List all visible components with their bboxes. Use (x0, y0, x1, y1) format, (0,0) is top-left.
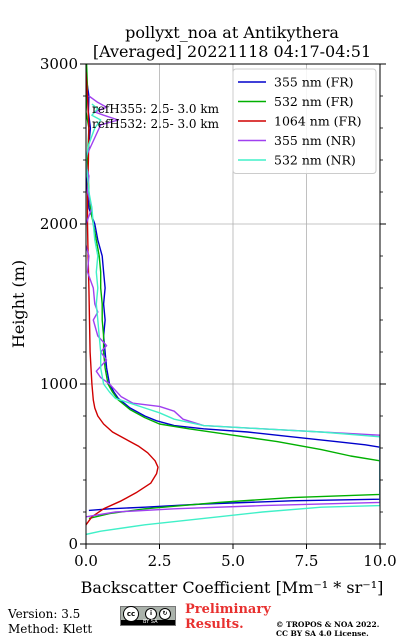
x-tick-label: 2.5 (148, 552, 172, 570)
x-tick-label: 10.0 (363, 552, 396, 570)
copyright-line1: © TROPOS & NOA 2022. (276, 620, 380, 629)
cc-icon: cc (123, 606, 139, 622)
legend-box (232, 68, 377, 174)
y-tick-label: 1000 (40, 375, 78, 393)
y-tick-label: 2000 (40, 215, 78, 233)
y-tick-label: 0 (68, 535, 78, 553)
preliminary-line1: Preliminary (185, 602, 271, 617)
x-tick-label: 7.5 (295, 552, 319, 570)
copyright-notice: © TROPOS & NOA 2022. CC BY SA 4.0 Licens… (276, 620, 379, 638)
ref-height-355-annotation: refH355: 2.5- 3.0 km (92, 102, 220, 116)
legend: 355 nm (FR) 532 nm (FR) 1064 nm (FR) 355 nm… (232, 68, 377, 174)
cc-badge-caption: BY SA (143, 619, 158, 625)
cc-license-badge: cc i ↻ BY SA (120, 606, 176, 626)
method-label: Method: Klett (8, 622, 93, 636)
x-axis-label: Backscatter Coefficient [Mm⁻¹ * sr⁻¹] (81, 578, 384, 597)
copyright-line2: CC BY SA 4.0 License. (276, 629, 369, 638)
ref-height-532-annotation: refH532: 2.5- 3.0 km (92, 117, 220, 131)
axis-tick-labels: 0.0 2.5 5.0 7.5 10.0 0 1000 2000 3000 (40, 55, 397, 570)
preliminary-results-label: Preliminary Results. (185, 602, 271, 632)
chart-title-line2: [Averaged] 20221118 04:17-04:51 (93, 42, 371, 61)
axis-ticks (80, 63, 386, 549)
legend-label: 1064 nm (FR) (274, 114, 362, 129)
by-icon: i (145, 608, 157, 620)
legend-label: 355 nm (NR) (274, 133, 356, 148)
preliminary-line2: Results. (185, 617, 244, 632)
series-line-2 (86, 71, 159, 528)
legend-label: 355 nm (FR) (274, 75, 354, 90)
y-tick-label: 3000 (40, 55, 78, 73)
x-tick-label: 0.0 (74, 552, 98, 570)
chart-title-line1: pollyxt_noa at Antikythera (125, 23, 339, 42)
y-axis-label: Height (m) (9, 260, 28, 348)
legend-label: 532 nm (NR) (274, 153, 356, 168)
legend-label: 532 nm (FR) (274, 94, 354, 109)
sa-icon: ↻ (159, 608, 171, 620)
x-tick-label: 5.0 (221, 552, 245, 570)
version-label: Version: 3.5 (8, 607, 81, 621)
